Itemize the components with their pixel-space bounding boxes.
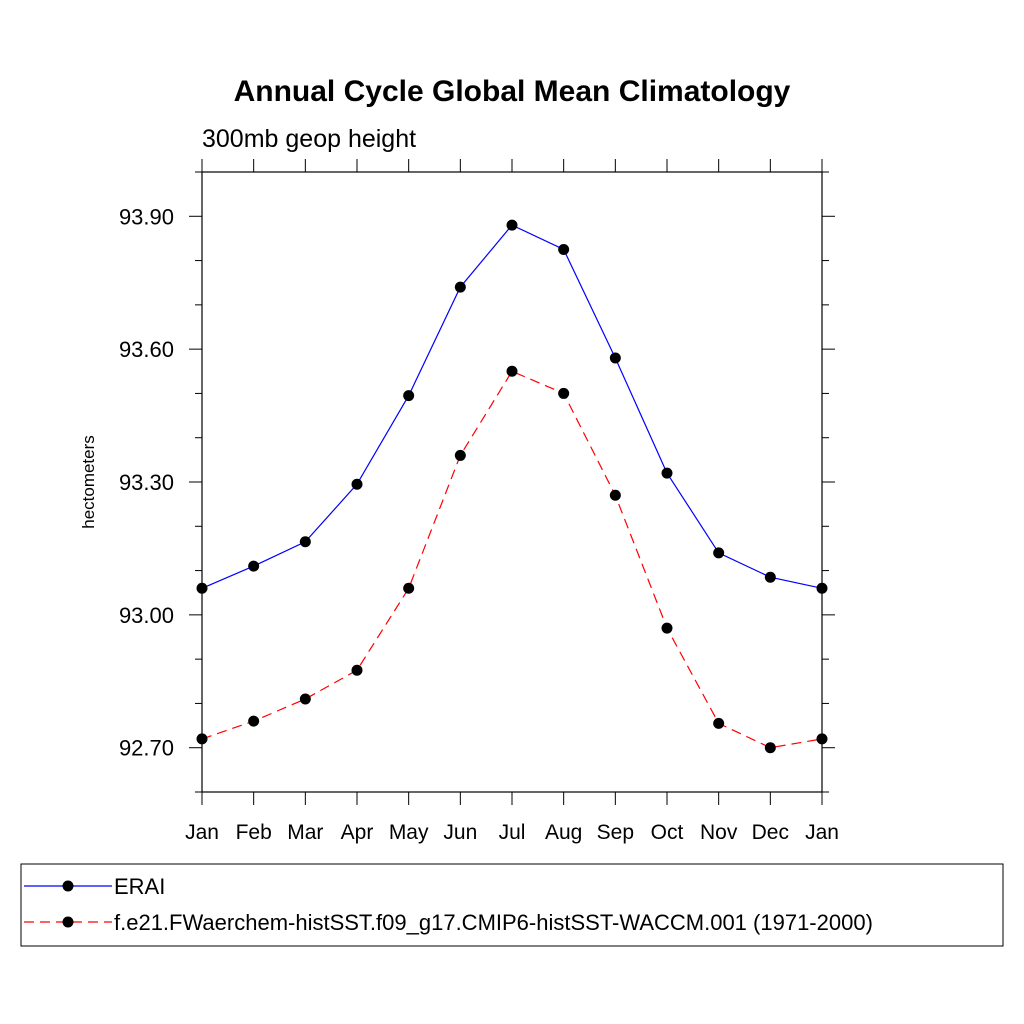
y-tick-label: 93.60 <box>119 337 174 362</box>
y-tick-label: 92.70 <box>119 736 174 761</box>
x-tick-label: Jan <box>185 821 219 844</box>
series-2-point <box>299 693 311 705</box>
x-tick-label: Oct <box>651 821 684 844</box>
legend: ERAI f.e21.FWaerchem-histSST.f09_g17.CMIP… <box>24 874 873 935</box>
series-2-point <box>454 449 466 461</box>
series-1-point <box>403 390 415 402</box>
x-tick-label: Mar <box>287 821 323 844</box>
legend-marker-1 <box>62 880 74 892</box>
x-tick-label: Feb <box>236 821 272 844</box>
series-1-point <box>558 244 570 255</box>
series-2-point <box>764 742 776 754</box>
series-2-point <box>196 733 208 745</box>
legend-box <box>20 863 1004 947</box>
x-tick-label: Apr <box>341 821 374 844</box>
legend-label-2: f.e21.FWaerchem-histSST.f09_g17.CMIP6-hi… <box>114 910 873 935</box>
x-tick-label: Dec <box>752 821 789 844</box>
series-1-point <box>196 582 208 594</box>
series-1-point <box>764 571 776 583</box>
series-2-point <box>713 717 725 729</box>
x-tick-label: May <box>389 821 429 844</box>
x-tick-label: Jul <box>499 821 526 844</box>
legend-marker-2 <box>62 916 74 928</box>
axis-ticks <box>189 159 835 805</box>
series-line-1 <box>201 224 823 589</box>
series-2-point <box>403 582 415 594</box>
y-tick-label: 93.00 <box>119 603 174 628</box>
series-1-point <box>713 547 725 559</box>
plot-frame <box>201 171 823 793</box>
x-tick-label: Aug <box>545 821 582 844</box>
series-1-point <box>248 560 260 572</box>
series-1-point <box>609 352 621 364</box>
x-tick-label: Jan <box>805 821 839 844</box>
chart-subtitle: 300mb geop height <box>202 125 416 153</box>
series-1-point <box>816 582 828 594</box>
series-2-point <box>816 733 828 745</box>
series-1-point <box>351 478 363 490</box>
series-layer <box>196 219 828 754</box>
legend-label-1: ERAI <box>114 874 165 899</box>
chart-title: Annual Cycle Global Mean Climatology <box>234 75 791 108</box>
series-2-point <box>609 489 621 501</box>
series-2-point <box>506 365 518 377</box>
series-2-point <box>248 715 260 727</box>
series-1-point <box>506 219 518 231</box>
y-axis-label: hectometers <box>79 435 98 529</box>
x-tick-label: Sep <box>597 821 634 844</box>
series-2-point <box>661 622 673 634</box>
series-1-point <box>299 536 311 548</box>
series-2-point <box>558 387 570 399</box>
axis-tick-labels: Jan Feb Mar Apr May Jun Jul Aug Sep Oct Nov Dec Jan 9… <box>119 204 839 844</box>
x-tick-label: Nov <box>700 821 738 844</box>
series-1-point <box>661 467 673 479</box>
x-tick-label: Jun <box>443 821 477 844</box>
y-tick-label: 93.30 <box>119 470 174 495</box>
series-1-point <box>454 281 466 293</box>
series-line-2 <box>201 370 823 749</box>
series-2-point <box>351 664 363 676</box>
y-tick-label: 93.90 <box>119 204 174 229</box>
